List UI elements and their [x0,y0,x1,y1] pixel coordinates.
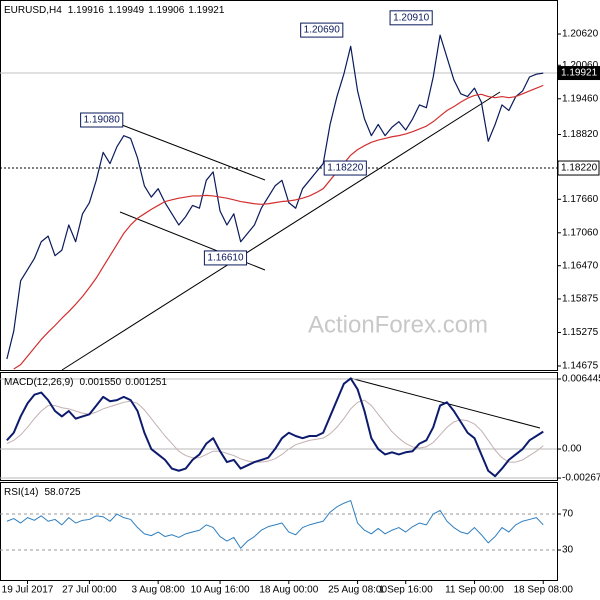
series-line [6,34,544,360]
annotation-box [203,250,248,266]
y-tick-label: 1.16470 [562,260,599,271]
y-tick-label: 70 [562,509,574,520]
y-tick-label: 1.15275 [562,327,599,338]
panel-reading: 1.19949 [108,5,145,16]
y-tick-label: 1.17660 [562,194,599,205]
x-tick-label: 18 Sep 08:00 [513,585,573,596]
series-line [6,500,544,549]
y-tick-label: 30 [562,545,574,556]
panel-reading: 0.001550 [79,377,121,388]
annotation-box [300,22,344,38]
series-line [13,84,544,370]
panel-title: RSI(14) [4,487,38,498]
y-tick-label: 0.006445 [562,374,600,385]
x-tick-label: 1 Sep 16:00 [379,585,433,596]
watermark: ActionForex.com [308,311,488,338]
annotation-label: 1.16610 [207,253,244,264]
panel-frame [0,372,558,481]
y-tick-label: 1.20620 [562,29,599,40]
x-tick-label: 25 Aug 08:00 [328,585,387,596]
x-tick-label: 3 Aug 08:00 [131,585,185,596]
x-tick-label: 27 Jul 00:00 [62,585,117,596]
x-tick-label: 11 Sep 00:00 [445,585,504,596]
annotation-box [80,112,124,128]
panel-reading: 1.19916 [68,5,105,16]
current-price-box [558,66,600,81]
x-tick-label: 19 Jul 2017 [2,585,54,596]
annotation-box [389,10,433,26]
panel-group: 0.006445 0.00 -0.00267 MACD(12,26,9) 0.00155… [0,372,600,484]
panel-reading: 58.0725 [44,487,81,498]
panel-header: EURUSD,H4 1.19916 1.19949 1.19906 1.19921 [4,5,225,16]
channel-upper [121,124,266,181]
annotation-box [323,160,367,176]
panel-reading: 1.19921 [188,5,225,16]
panel-title: MACD(12,26,9) [4,377,73,388]
panel-reading: 0.001251 [125,377,167,388]
trend-line [61,91,501,371]
panel-header: RSI(14) 58.0725 [4,487,81,498]
series-line [6,399,544,463]
x-tick-label: 18 Aug 00:00 [259,585,318,596]
panel-header: MACD(12,26,9) 0.001550 0.001251 [4,377,167,388]
annotation-label: 1.20690 [304,25,341,36]
series-line [6,377,544,478]
y-tick-label: 0.00 [562,444,582,455]
panel-frame [0,482,558,581]
y-tick-label: 1.19460 [562,93,599,104]
panel-title: EURUSD,H4 [4,5,62,16]
panel-frame [0,0,558,371]
y-tick-label: 1.17060 [562,227,599,238]
y-tick-label: 1.20060 [562,60,599,71]
level-label: 1.18220 [561,163,598,174]
panel-group: 1.20620 1.20060 1.19460 1.18820 1.17660 1.170… [0,0,600,372]
y-tick-label: 1.15875 [562,294,599,305]
panel-group: 70 30 RSI(14) 58.0725 19 Jul 2017 27 Jul 00:0… [0,482,574,596]
annotation-label: 1.18220 [327,163,364,174]
x-tick-label: 10 Aug 16:00 [191,585,250,596]
y-tick-label: -0.00267 [562,473,600,484]
y-tick-label: 1.14675 [562,361,599,372]
y-tick-label: 1.18820 [562,129,599,140]
annotation-label: 1.19080 [84,115,121,126]
panel-reading: 1.19906 [148,5,185,16]
annotation-label: 1.20910 [393,12,430,23]
current-price-label: 1.19921 [561,68,598,79]
level-box [557,160,600,176]
